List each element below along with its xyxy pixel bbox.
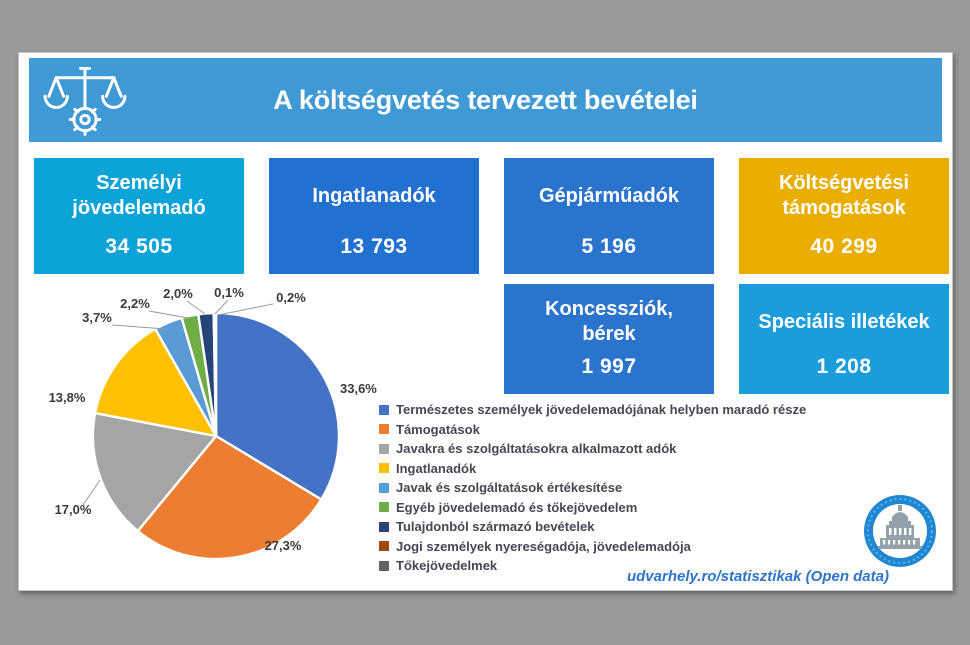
card-value: 1 997 xyxy=(581,355,637,378)
legend-label: Javakra és szolgáltatásokra alkalmazott … xyxy=(396,441,677,457)
card-value: 40 299 xyxy=(810,235,878,258)
card-title: Koncessziók, bérek xyxy=(545,298,673,345)
pie-percent-label: 33,6% xyxy=(340,381,377,396)
card-title: Gépjárműadók xyxy=(538,184,680,207)
legend-swatch xyxy=(379,404,389,415)
pie-percent-label: 2,0% xyxy=(163,286,193,301)
udvarhely-logo xyxy=(864,495,936,567)
pie-percent-label: 27,3% xyxy=(265,538,302,553)
legend-label: Természetes személyek jövedelemadójának … xyxy=(396,402,807,418)
legend-swatch xyxy=(379,560,389,571)
legend-label: Támogatások xyxy=(396,421,480,437)
legend-item-4: Javak és szolgáltatások értékesítése xyxy=(379,478,806,498)
card-value: 13 793 xyxy=(340,235,408,258)
card-title: Speciális illetékek xyxy=(758,310,930,333)
legend-swatch xyxy=(379,443,389,454)
revenue-card-specialis-illetekek: Speciális illetékek 1 208 xyxy=(739,284,949,394)
revenue-card-koltsegvetesi-tamogatasok: Költségvetési támogatások 40 299 xyxy=(739,158,949,274)
legend-label: Tőkejövedelmek xyxy=(396,558,498,574)
label-leader-line xyxy=(148,310,189,319)
legend-label: Jogi személyek nyereségadója, jövedelema… xyxy=(396,538,691,554)
legend-item-0: Természetes személyek jövedelemadójának … xyxy=(379,400,806,420)
legend-label: Tulajdonból származó bevételek xyxy=(396,519,595,535)
legend-swatch xyxy=(379,521,389,532)
pie-slice-8 xyxy=(213,311,218,438)
legend-item-7: Jogi személyek nyereségadója, jövedelema… xyxy=(379,537,806,557)
card-value: 5 196 xyxy=(581,235,637,258)
revenue-card-koncessziok-berek: Koncessziók, bérek 1 997 xyxy=(504,284,714,394)
legend-item-6: Tulajdonból származó bevételek xyxy=(379,517,806,537)
legend-swatch xyxy=(379,482,389,493)
pie-percent-label: 3,7% xyxy=(82,310,112,325)
revenue-card-ingatlanadok: Ingatlanadók 13 793 xyxy=(269,158,479,274)
legend-item-3: Ingatlanadók xyxy=(379,459,806,479)
legend-label: Javak és szolgáltatások értékesítése xyxy=(396,480,623,496)
legend-swatch xyxy=(379,424,389,435)
pie-percent-label: 0,1% xyxy=(214,285,244,300)
pie-percent-label: 2,2% xyxy=(120,296,150,311)
pie-legend: Természetes személyek jövedelemadójának … xyxy=(379,400,806,576)
credit-link[interactable]: udvarhely.ro/statisztikak (Open data) xyxy=(626,568,889,585)
legend-item-1: Támogatások xyxy=(379,420,806,440)
card-value: 1 208 xyxy=(816,355,872,378)
label-leader-line xyxy=(82,479,101,506)
legend-item-8: Tőkejövedelmek xyxy=(379,556,806,576)
label-leader-line xyxy=(214,299,229,315)
revenue-card-szemelyi-jovedelemado: Személyi jövedelemadó 34 505 xyxy=(34,158,244,274)
pie-slice-3 xyxy=(93,327,218,438)
legend-item-2: Javakra és szolgáltatásokra alkalmazott … xyxy=(379,439,806,459)
legend-label: Egyéb jövedelemadó és tőkejövedelem xyxy=(396,499,638,515)
legend-label: Ingatlanadók xyxy=(396,460,477,476)
pie-slice-2 xyxy=(91,411,218,533)
page-title: A költségvetés tervezett bevételei xyxy=(273,84,698,115)
card-title: Költségvetési támogatások xyxy=(778,172,910,219)
card-value: 34 505 xyxy=(105,235,173,258)
legend-swatch xyxy=(379,463,389,474)
legend-swatch xyxy=(379,541,389,552)
legend-item-5: Egyéb jövedelemadó és tőkejövedelem xyxy=(379,498,806,518)
scales-and-gear-icon xyxy=(43,66,127,136)
pie-slice-1 xyxy=(136,434,323,561)
card-title: Személyi jövedelemadó xyxy=(72,172,206,219)
pie-percent-label: 0,2% xyxy=(276,290,306,305)
card-title: Ingatlanadók xyxy=(312,184,436,207)
pie-percent-label: 13,8% xyxy=(49,390,86,405)
slide: A költségvetés tervezett bevételei Szemé… xyxy=(18,52,953,591)
header-bar: A költségvetés tervezett bevételei xyxy=(29,58,942,142)
pie-percent-label: 17,0% xyxy=(55,502,92,517)
pie-slice-0 xyxy=(214,311,341,501)
label-leader-line xyxy=(111,324,167,330)
label-leader-line xyxy=(186,300,206,315)
pie-chart: 33,6% 27,3% 17,0% 13,8% 3,7% 2,2% 2,0% 0,1% 0,2% xyxy=(49,285,377,561)
revenue-card-gepjarmuadok: Gépjárműadók 5 196 xyxy=(504,158,714,274)
label-leader-line xyxy=(217,303,274,316)
legend-swatch xyxy=(379,502,389,513)
